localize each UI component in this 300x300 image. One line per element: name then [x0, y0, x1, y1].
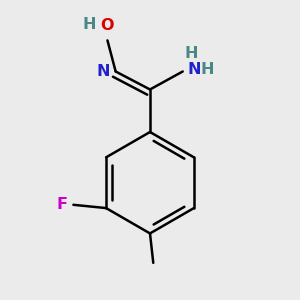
Text: F: F [56, 197, 68, 212]
Text: H: H [200, 62, 214, 77]
Text: H: H [83, 17, 96, 32]
Text: N: N [188, 62, 201, 77]
Text: O: O [101, 18, 114, 33]
Text: H: H [184, 46, 198, 61]
Text: N: N [96, 64, 110, 79]
